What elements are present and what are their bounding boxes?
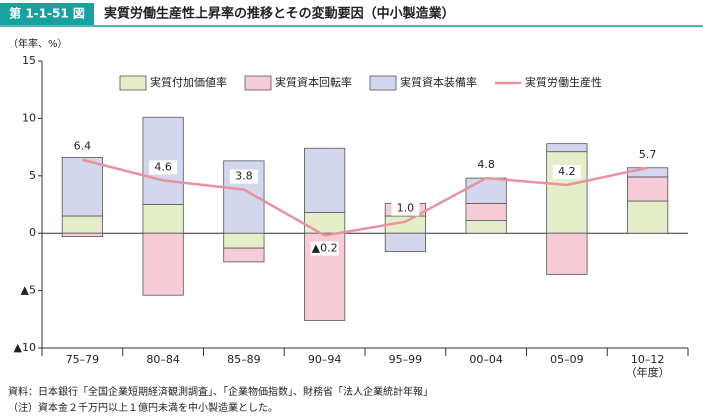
data-label: 1.0 [397, 202, 415, 215]
bar-segment [627, 176, 669, 202]
x-tick-label: 80–84 [146, 353, 180, 366]
bar-segment [304, 212, 346, 234]
data-label-bg [472, 158, 501, 173]
y-tick-label: ▲5 [21, 284, 36, 297]
data-label: 3.8 [235, 170, 253, 183]
bar-segment [465, 177, 507, 204]
bar-segment [223, 247, 265, 263]
bar-segment [546, 143, 588, 153]
chart-title: 実質労働生産性上昇率の推移とその変動要因（中小製造業） [104, 6, 455, 22]
x-tick-label: 95–99 [389, 353, 423, 366]
bar-segment [304, 147, 346, 213]
data-label: 5.7 [639, 148, 657, 161]
y-tick-label: 10 [22, 111, 36, 124]
bar-segment [142, 232, 184, 296]
figure-label: 第 1-1-51 図 [9, 6, 85, 21]
note: 資料：日本銀行「全国企業短期経済観測調査」、「企業物価指数」、財務省「法人企業統… [8, 385, 433, 398]
y-tick-label: 5 [29, 169, 36, 182]
bar-segment [61, 215, 103, 234]
legend-label: 実質付加価値率 [150, 75, 227, 89]
legend-label: 実質労働生産性 [525, 75, 602, 89]
data-label-bg [229, 169, 258, 184]
legend-label: 実質資本回転率 [275, 75, 352, 89]
y-tick-label: 15 [22, 54, 36, 67]
bar-segment [465, 202, 507, 221]
legend-swatch [244, 75, 272, 91]
data-label: 4.6 [154, 160, 172, 173]
legend-swatch [369, 75, 397, 91]
bar-segment [142, 204, 184, 234]
data-label: 4.8 [477, 158, 495, 171]
x-tick-label: 00–04 [469, 353, 503, 366]
data-label-bg [68, 139, 97, 154]
bar-segment [61, 157, 103, 217]
bar-segment [546, 151, 588, 234]
x-tick-label: 05–09 [550, 353, 584, 366]
data-label: 6.4 [74, 140, 92, 153]
x-tick-label: 10–12 [631, 353, 665, 366]
note: （注）資本金２千万円以上１億円未満を中小製造業とした。 [8, 401, 278, 414]
bar-segment [627, 200, 669, 234]
legend-swatch [119, 75, 147, 91]
data-label-bg [149, 160, 178, 175]
x-axis-label: （年度） [626, 365, 670, 379]
x-tick-label: 75–79 [66, 353, 100, 366]
data-label-bg [552, 164, 581, 179]
data-label: ▲0.2 [312, 241, 338, 254]
data-label: 4.2 [558, 165, 576, 178]
bar-segment [223, 232, 265, 249]
data-label-bg [633, 147, 662, 162]
bar-segment [61, 232, 103, 238]
data-label-bg [310, 241, 339, 256]
bar-segment [465, 220, 507, 234]
y-tick-label: 0 [29, 226, 36, 239]
bar-segment [384, 232, 426, 252]
figure-label-box [0, 3, 94, 25]
x-tick-label: 90–94 [308, 353, 342, 366]
y-unit: （年率、%） [8, 37, 68, 50]
line-series [82, 158, 648, 237]
x-tick-label: 85–89 [227, 353, 261, 366]
y-tick-label: ▲10 [14, 341, 36, 354]
bar-segment [627, 167, 669, 178]
bar-segment [546, 232, 588, 275]
legend-label: 実質資本装備率 [400, 75, 477, 89]
data-label-bg [391, 201, 420, 216]
